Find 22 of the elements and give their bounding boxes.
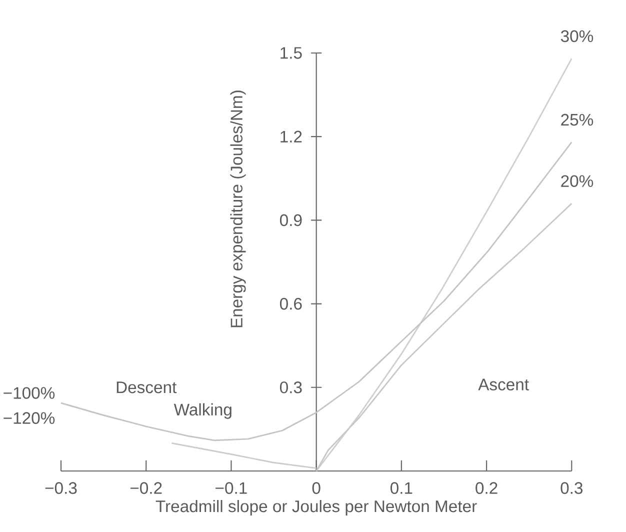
y-tick-label: 1.2: [280, 130, 302, 142]
series-label: 25%: [561, 114, 594, 126]
y-tick-label: 0.3: [280, 382, 302, 394]
y-tick-label: 1.5: [280, 47, 302, 59]
annotation: Ascent: [478, 378, 529, 390]
series-label: 30%: [560, 30, 594, 42]
x-tick-label: −0.2: [130, 482, 162, 494]
annotation: Descent: [116, 382, 177, 394]
annotation: Walking: [174, 403, 232, 419]
y-axis-title: Energy expenditure (Joules/Nm): [230, 90, 246, 328]
text: −100%: [4, 387, 55, 399]
x-tick-label: 0.1: [390, 482, 412, 494]
x-tick-label: −0.3: [45, 482, 77, 494]
x-tick-label: 0: [312, 482, 320, 494]
x-tick-label: 0.3: [560, 482, 582, 494]
x-tick-label: −0.1: [216, 482, 247, 494]
y-tick-label: 0.9: [280, 214, 302, 226]
x-tick-label: 0.2: [476, 482, 498, 494]
x-axis-title: Treadmill slope or Joules per Newton Meter: [156, 500, 477, 516]
series-label: 20%: [561, 175, 594, 187]
text: −120%: [4, 412, 55, 424]
y-tick-label: 0.6: [280, 298, 302, 310]
